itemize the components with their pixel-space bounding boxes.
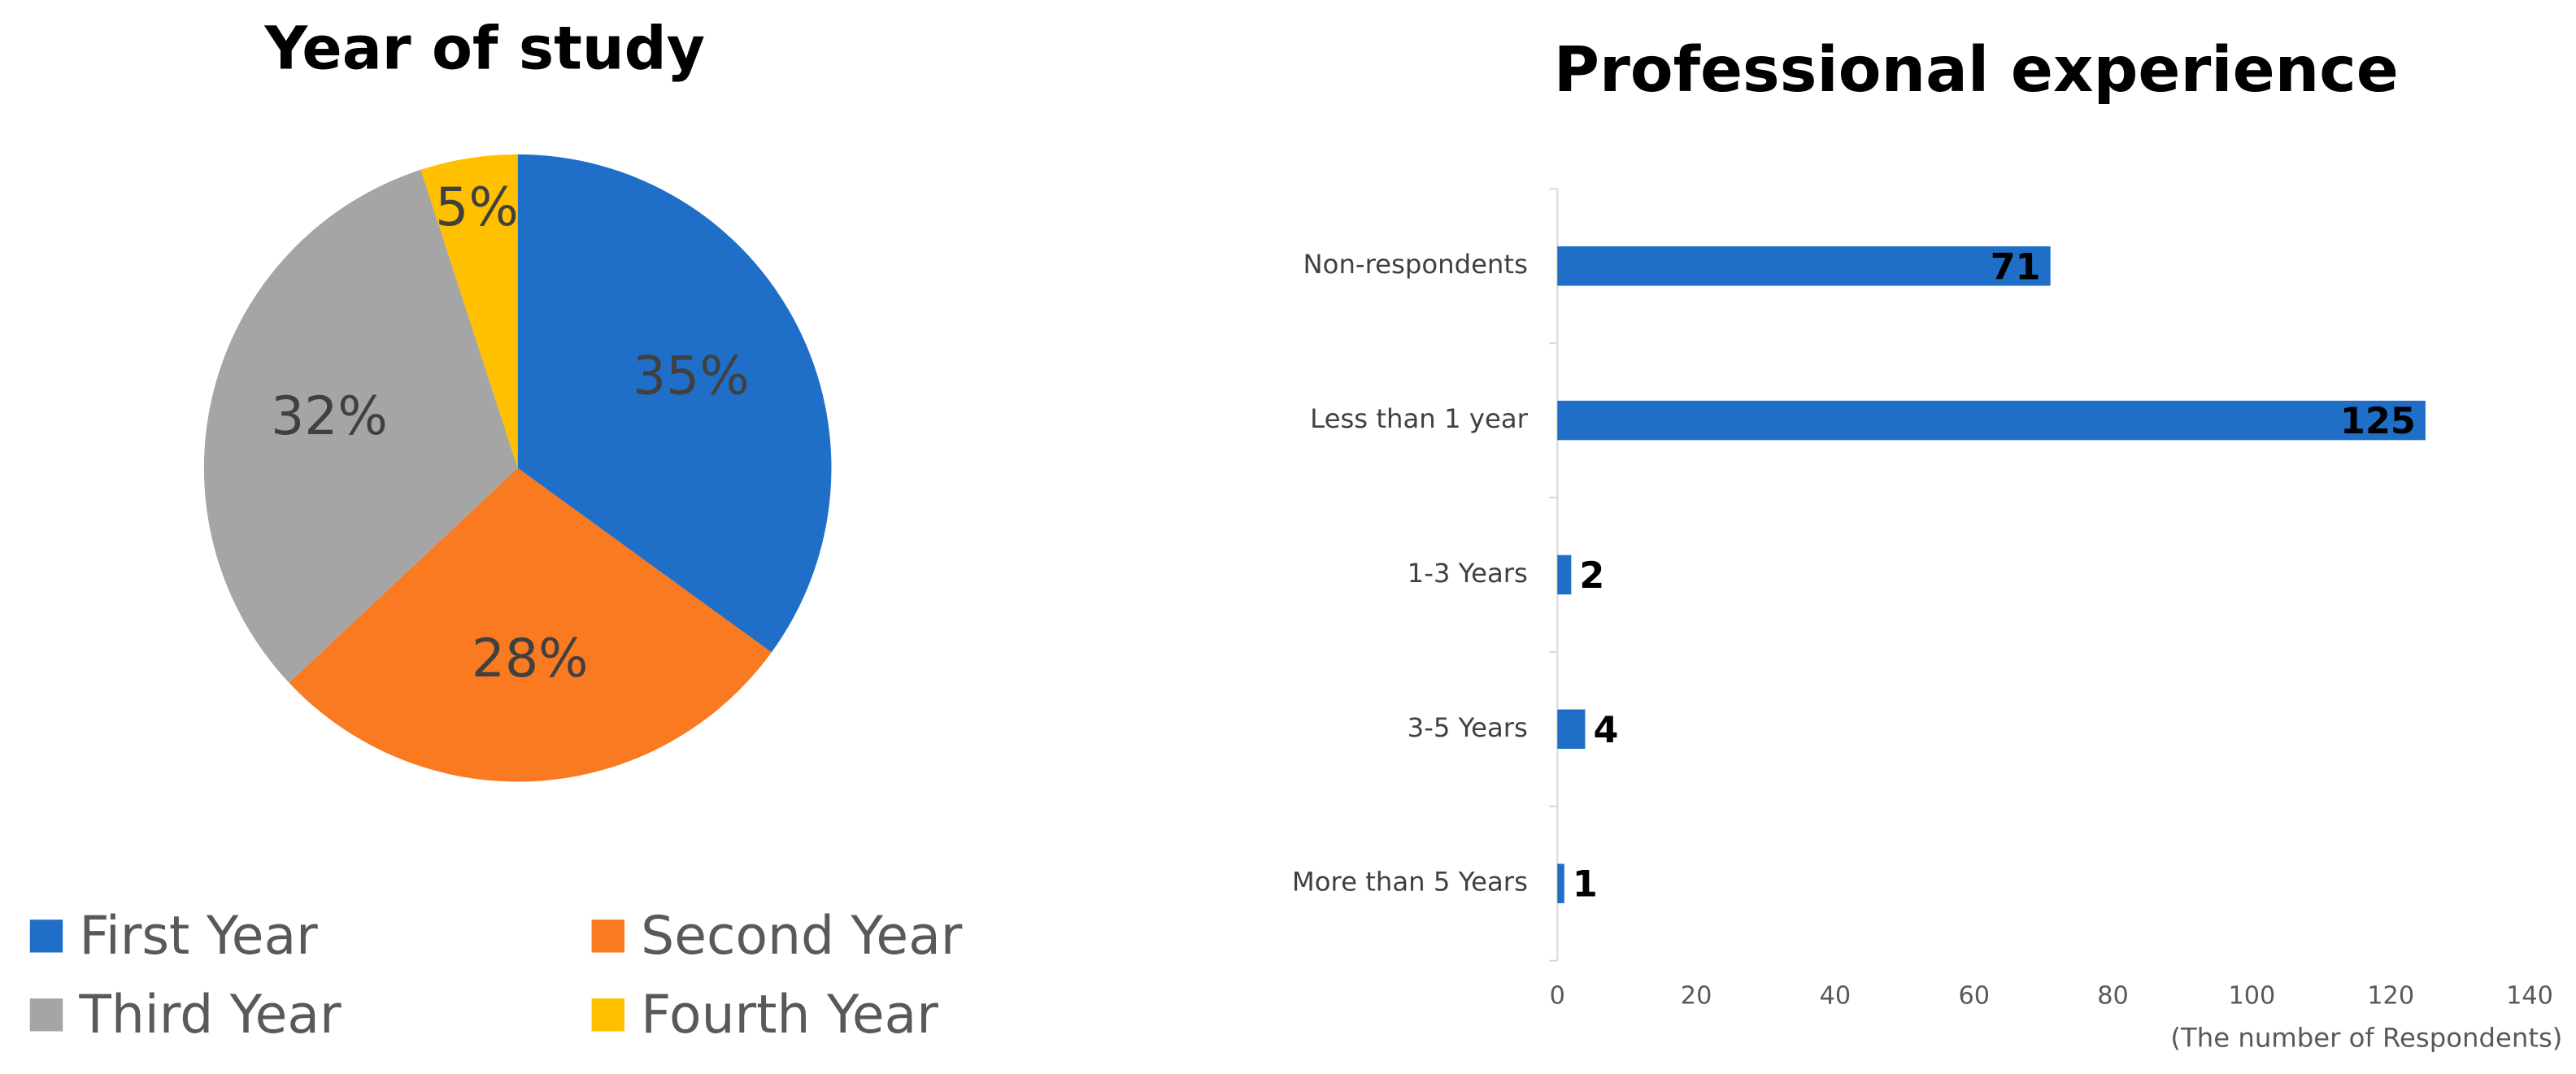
chart-title: Year of study <box>263 15 705 84</box>
x-tick-label: 100 <box>2228 982 2275 1011</box>
data-label: 2 <box>1579 555 1604 597</box>
data-label: 1 <box>1573 864 1598 906</box>
y-tick-label: Less than 1 year <box>1310 403 1528 434</box>
x-tick-label: 40 <box>1820 982 1852 1011</box>
legend-label: First Year <box>79 906 318 967</box>
pie-slice <box>517 154 832 653</box>
x-tick-label: 60 <box>1958 982 1990 1011</box>
x-tick-label: 120 <box>2367 982 2414 1011</box>
chart-title: Professional experience <box>1554 34 2399 107</box>
x-axis-label: (The number of Respondents) <box>2170 1023 2562 1054</box>
y-tick-label: Non-respondents <box>1303 249 1528 280</box>
legend-label: Second Year <box>641 906 963 967</box>
legend-label: Fourth Year <box>641 985 938 1046</box>
legend-swatch <box>591 920 624 953</box>
legend-swatch <box>591 998 624 1032</box>
bar <box>1557 709 1586 750</box>
pie-slice <box>203 169 518 683</box>
bar <box>1557 554 1572 595</box>
legend-swatch <box>29 998 63 1032</box>
x-tick-label: 80 <box>2097 982 2129 1011</box>
data-label: 71 <box>1991 246 2041 288</box>
data-label: 125 <box>2340 401 2416 442</box>
y-tick-label: More than 5 Years <box>1292 867 1528 898</box>
pie-slice <box>289 467 772 782</box>
x-tick-label: 20 <box>1681 982 1712 1011</box>
legend-swatch <box>29 920 63 953</box>
data-label: 5% <box>435 177 519 238</box>
y-tick-label: 3-5 Years <box>1408 712 1528 743</box>
legend-label: Third Year <box>78 985 342 1046</box>
bar <box>1557 400 2426 441</box>
data-label: 4 <box>1594 710 1619 751</box>
data-label: 35% <box>633 346 750 407</box>
data-label: 28% <box>472 628 589 689</box>
x-tick-label: 140 <box>2506 982 2553 1011</box>
x-tick-label: 0 <box>1550 982 1565 1011</box>
bar <box>1557 863 1564 903</box>
pie-slice <box>420 154 518 468</box>
y-tick-label: 1-3 Years <box>1408 558 1528 589</box>
data-label: 32% <box>271 386 388 447</box>
bar <box>1557 246 2051 286</box>
